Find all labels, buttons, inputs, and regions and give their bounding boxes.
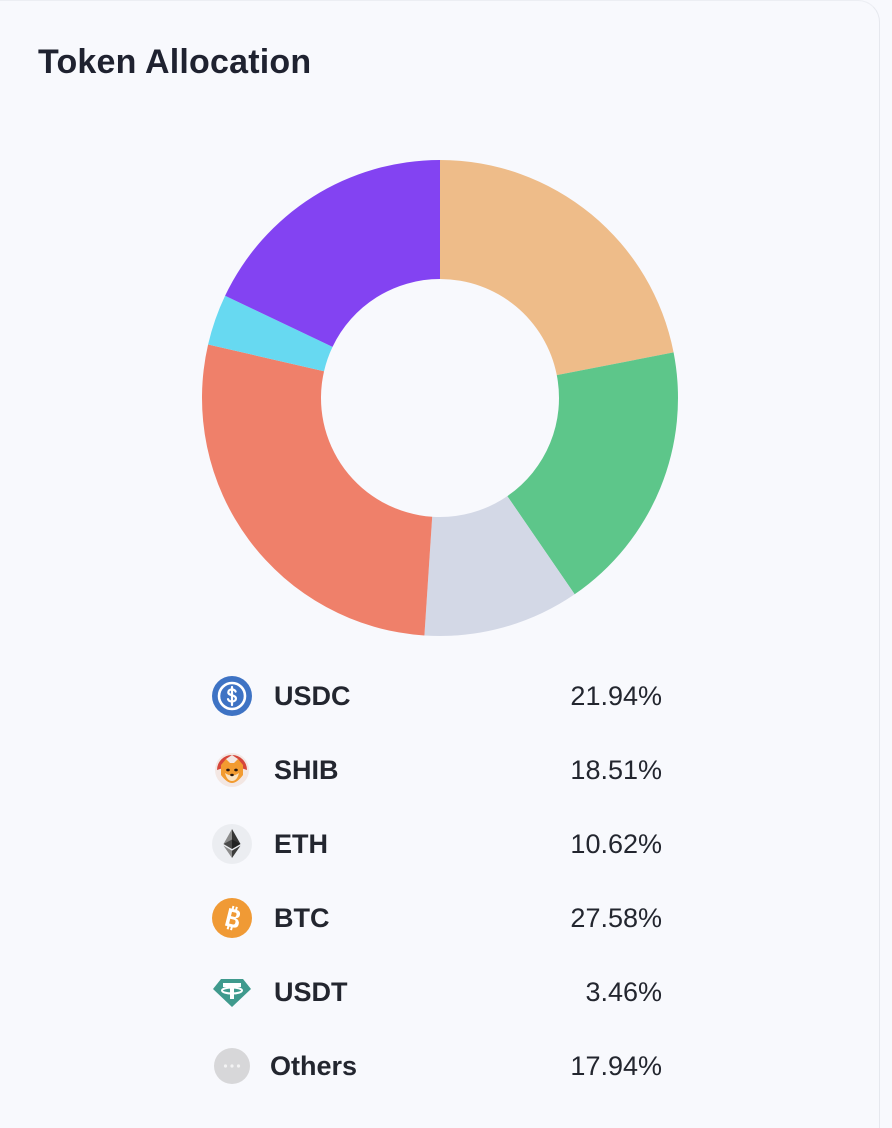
legend-item-usdt: USDT 3.46% (212, 955, 662, 1029)
legend-item-shib: SHIB 18.51% (212, 733, 662, 807)
usdt-icon (212, 972, 252, 1012)
legend-label: USDT (274, 976, 348, 1007)
donut-slice-btc (202, 344, 433, 636)
donut-slice-usdt (208, 295, 333, 372)
legend-item-usdc: USDC 21.94% (212, 659, 662, 733)
legend-value: 10.62% (570, 828, 662, 859)
legend-value: 21.94% (570, 680, 662, 711)
shib-icon (212, 750, 252, 790)
legend-item-eth: ETH 10.62% (212, 807, 662, 881)
legend: USDC 21.94% SHIB 18.51% (212, 659, 662, 1103)
donut-slice-eth (424, 496, 575, 636)
donut-slice-shib (507, 352, 678, 595)
ellipsis-icon (212, 1046, 252, 1086)
donut-chart (202, 160, 678, 636)
legend-value: 27.58% (570, 902, 662, 933)
btc-icon (212, 898, 252, 938)
legend-value: 3.46% (585, 976, 662, 1007)
legend-label: USDC (274, 680, 351, 711)
legend-item-btc: BTC 27.58% (212, 881, 662, 955)
eth-icon (212, 824, 252, 864)
legend-label: SHIB (274, 754, 339, 785)
donut-slice-usdc (440, 160, 674, 376)
legend-label: Others (270, 1050, 358, 1081)
legend-label: ETH (274, 828, 328, 859)
donut-slice-others (225, 160, 440, 347)
usdc-icon (212, 676, 252, 716)
legend-value: 17.94% (570, 1050, 662, 1081)
card-title: Token Allocation (38, 43, 312, 81)
legend-item-others: Others 17.94% (212, 1029, 662, 1103)
legend-value: 18.51% (570, 754, 662, 785)
legend-label: BTC (274, 902, 330, 933)
